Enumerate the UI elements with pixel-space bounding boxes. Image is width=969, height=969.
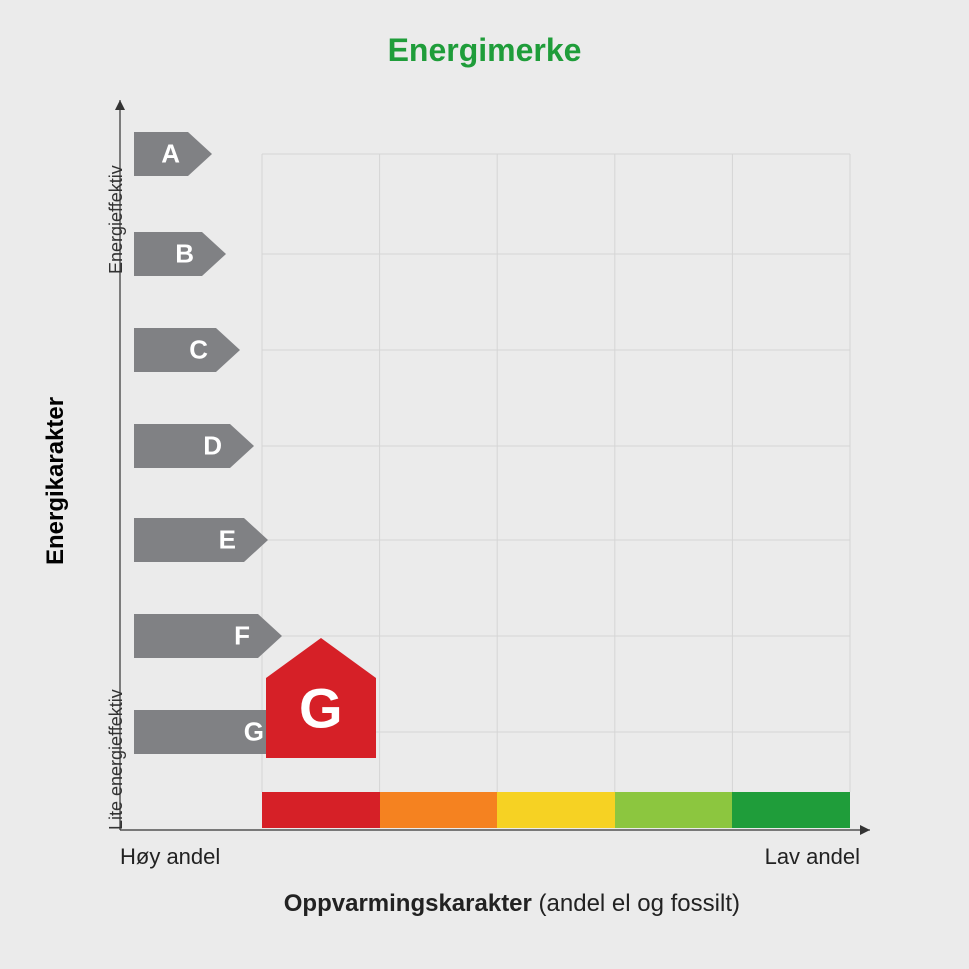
color-scale-segment — [497, 792, 615, 828]
x-axis-title-bold: Oppvarmingskarakter — [284, 890, 532, 917]
grade-label: A — [161, 139, 180, 170]
color-scale-segment — [615, 792, 733, 828]
color-scale-segment — [732, 792, 850, 828]
x-axis-right-label: Lav andel — [765, 844, 860, 870]
grade-arrow-b: B — [134, 232, 226, 276]
grade-arrow-e: E — [134, 518, 268, 562]
y-axis-sublabel-top: Energieffektiv — [106, 165, 127, 274]
grade-label: F — [234, 621, 250, 652]
x-axis-title: Oppvarmingskarakter (andel el og fossilt… — [284, 890, 740, 918]
grade-arrow-a: A — [134, 132, 212, 176]
energy-chart: ABCDEFGG Energikarakter Energieffektiv L… — [0, 0, 969, 969]
grade-label: G — [244, 717, 264, 748]
marker-label: G — [299, 675, 343, 740]
grade-label: B — [175, 239, 194, 270]
y-axis-sublabel-bottom: Lite energieffektiv — [106, 689, 127, 830]
grade-arrow-d: D — [134, 424, 254, 468]
x-axis-left-label: Høy andel — [120, 844, 220, 870]
color-scale-segment — [380, 792, 498, 828]
energy-rating-marker: G — [266, 638, 376, 758]
color-scale-segment — [262, 792, 380, 828]
grade-arrow-f: F — [134, 614, 282, 658]
x-axis-title-rest: (andel el og fossilt) — [539, 890, 740, 917]
grade-arrow-c: C — [134, 328, 240, 372]
grade-label: C — [189, 335, 208, 366]
grade-label: D — [203, 431, 222, 462]
grade-label: E — [219, 525, 236, 556]
